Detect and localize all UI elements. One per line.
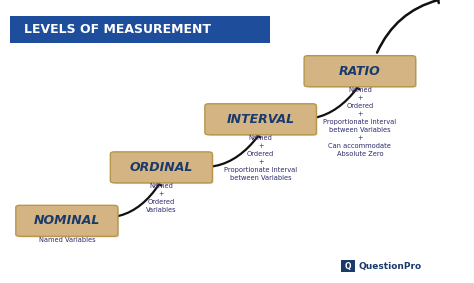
FancyBboxPatch shape: [16, 205, 118, 236]
FancyBboxPatch shape: [205, 104, 317, 135]
Text: RATIO: RATIO: [339, 65, 381, 78]
Text: Named Variables: Named Variables: [38, 237, 95, 243]
Text: NOMINAL: NOMINAL: [34, 214, 100, 227]
Text: Named
+
Ordered
Variables: Named + Ordered Variables: [146, 183, 177, 213]
Text: LEVELS OF MEASUREMENT: LEVELS OF MEASUREMENT: [24, 23, 211, 36]
FancyBboxPatch shape: [114, 155, 213, 184]
Text: ORDINAL: ORDINAL: [130, 161, 193, 174]
FancyBboxPatch shape: [19, 208, 119, 237]
Text: Q: Q: [344, 261, 351, 271]
FancyBboxPatch shape: [304, 56, 416, 87]
FancyBboxPatch shape: [209, 106, 318, 136]
Text: Named
+
Ordered
+
Proportionate Interval
between Variables
+
Can accommodate
Abs: Named + Ordered + Proportionate Interval…: [323, 87, 396, 157]
Text: QuestionPro: QuestionPro: [359, 261, 422, 271]
Text: Named
+
Ordered
+
Proportionate Interval
between Variables: Named + Ordered + Proportionate Interval…: [224, 135, 297, 181]
FancyBboxPatch shape: [10, 16, 270, 43]
FancyBboxPatch shape: [110, 152, 212, 183]
FancyBboxPatch shape: [308, 58, 417, 88]
Text: INTERVAL: INTERVAL: [227, 113, 295, 126]
FancyBboxPatch shape: [340, 260, 355, 272]
